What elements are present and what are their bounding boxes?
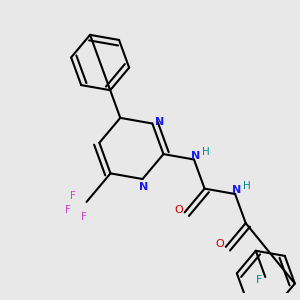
Text: N: N [232,185,241,195]
Text: O: O [216,239,225,249]
Text: F: F [80,212,86,222]
Text: H: H [202,147,210,157]
Text: N: N [155,117,165,127]
Text: N: N [140,182,149,192]
Text: F: F [65,205,71,214]
Text: H: H [243,181,251,191]
Text: N: N [191,151,200,161]
Text: F: F [256,275,262,285]
Text: O: O [175,205,184,215]
Text: F: F [70,191,76,201]
